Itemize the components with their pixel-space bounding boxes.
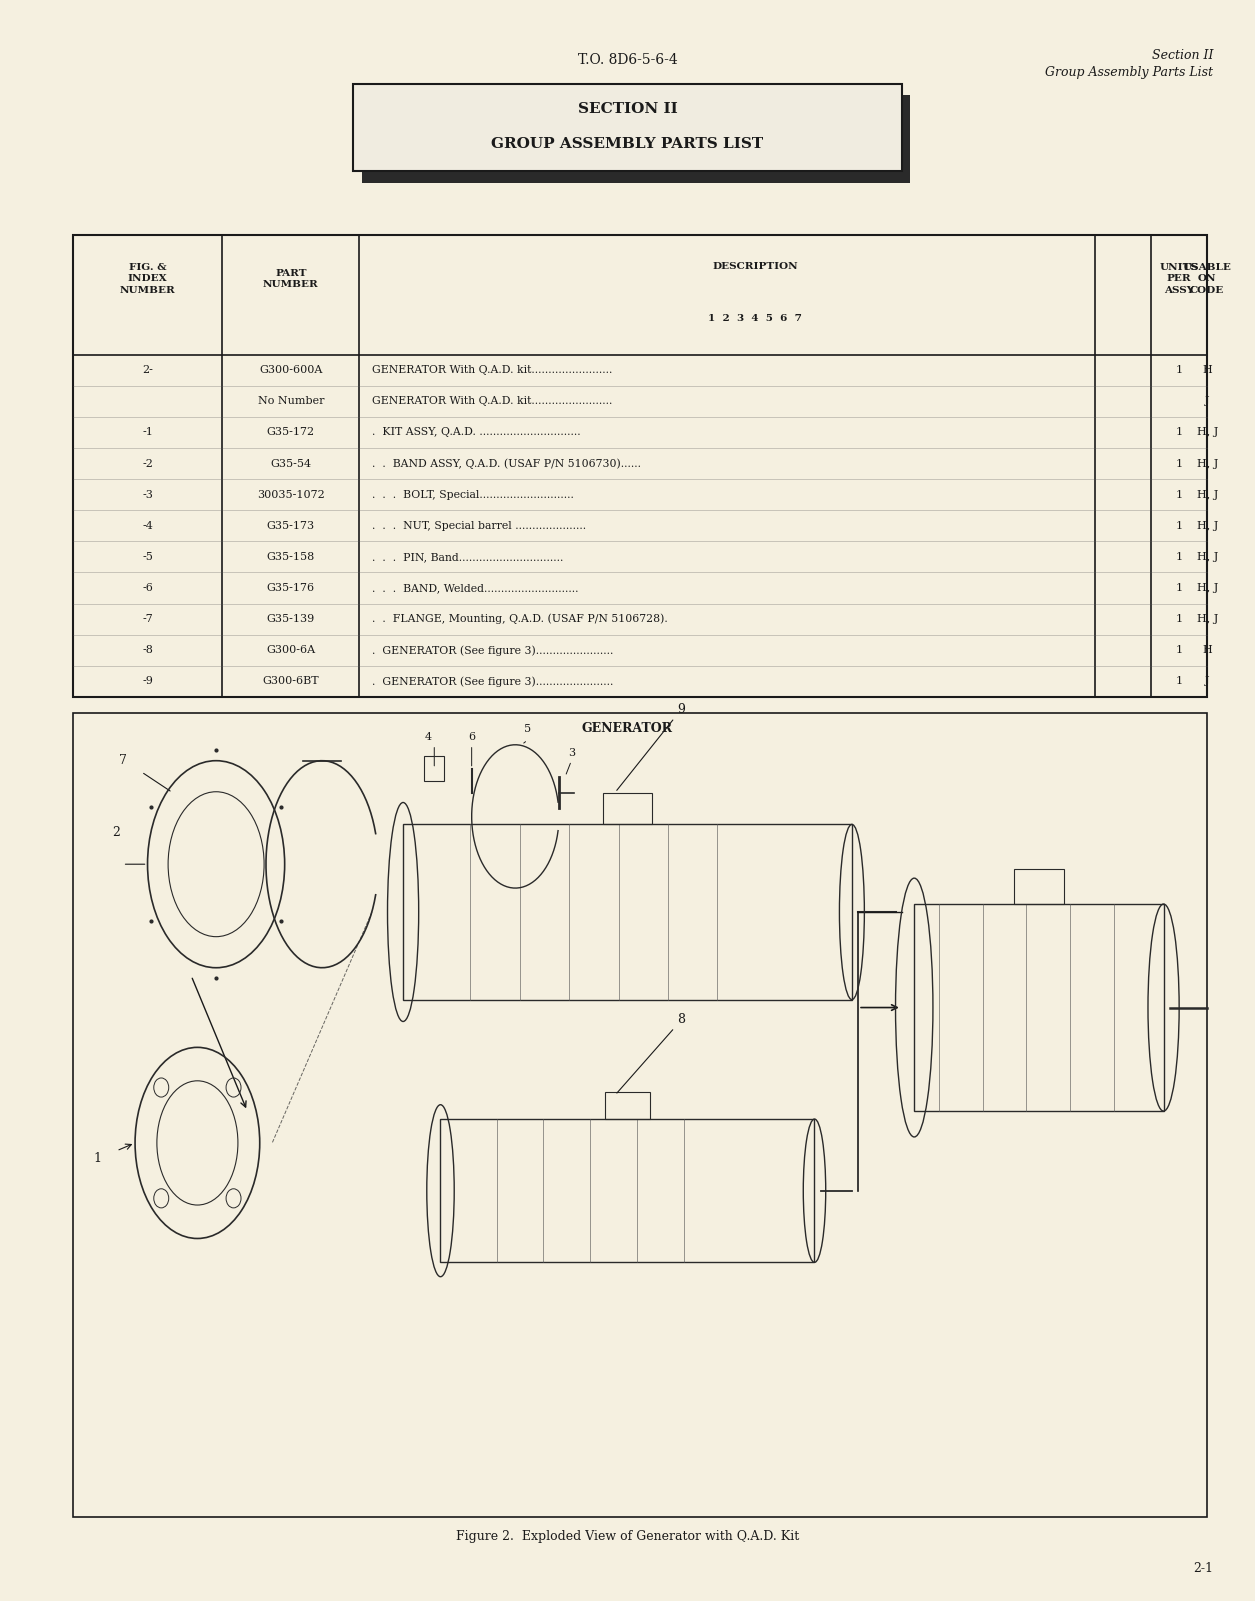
Text: 1: 1 — [1176, 365, 1182, 375]
Text: GROUP ASSEMBLY PARTS LIST: GROUP ASSEMBLY PARTS LIST — [492, 138, 763, 152]
Text: G35-176: G35-176 — [267, 583, 315, 592]
Text: -7: -7 — [142, 615, 153, 624]
Text: DESCRIPTION: DESCRIPTION — [713, 261, 798, 271]
Text: PART
NUMBER: PART NUMBER — [264, 269, 319, 290]
Text: 1: 1 — [1176, 490, 1182, 500]
Text: SECTION II: SECTION II — [577, 102, 678, 117]
Text: 3: 3 — [567, 748, 575, 757]
Bar — [73, 712, 1207, 1518]
Text: 1: 1 — [1176, 676, 1182, 687]
Text: J: J — [1205, 395, 1210, 407]
Text: 1: 1 — [1176, 552, 1182, 562]
Text: 1  2  3  4  5  6  7: 1 2 3 4 5 6 7 — [708, 314, 802, 323]
Text: UNITS
PER
ASSY: UNITS PER ASSY — [1160, 263, 1199, 295]
Text: H, J: H, J — [1196, 520, 1217, 532]
Text: 8: 8 — [617, 1013, 685, 1093]
Text: 5: 5 — [525, 724, 531, 733]
Text: .  .  BAND ASSY, Q.A.D. (USAF P/N 5106730)......: . . BAND ASSY, Q.A.D. (USAF P/N 5106730)… — [371, 458, 641, 469]
Text: H, J: H, J — [1196, 427, 1217, 437]
Bar — [1014, 869, 1064, 905]
Text: -4: -4 — [142, 520, 153, 532]
Bar — [73, 235, 1207, 696]
Bar — [602, 792, 653, 825]
Text: T.O. 8D6-5-6-4: T.O. 8D6-5-6-4 — [577, 53, 678, 67]
Text: GENERATOR: GENERATOR — [582, 722, 673, 735]
Text: H, J: H, J — [1196, 583, 1217, 592]
Text: H: H — [1202, 645, 1212, 655]
Text: 7: 7 — [119, 754, 127, 767]
Text: 6: 6 — [468, 732, 476, 741]
Text: 2-1: 2-1 — [1194, 1561, 1214, 1575]
Text: Figure 2.  Exploded View of Generator with Q.A.D. Kit: Figure 2. Exploded View of Generator wit… — [456, 1531, 799, 1543]
Text: 1: 1 — [1176, 645, 1182, 655]
Bar — [424, 756, 444, 781]
Text: 30035-1072: 30035-1072 — [257, 490, 325, 500]
Text: 1: 1 — [1176, 458, 1182, 469]
Text: J: J — [1205, 676, 1210, 687]
Text: G35-172: G35-172 — [267, 427, 315, 437]
Text: -6: -6 — [142, 583, 153, 592]
Text: H, J: H, J — [1196, 615, 1217, 624]
Text: 9: 9 — [616, 703, 685, 791]
Text: 4: 4 — [424, 732, 432, 741]
Text: -2: -2 — [142, 458, 153, 469]
Text: .  .  .  PIN, Band...............................: . . . PIN, Band.........................… — [371, 552, 563, 562]
Text: G35-139: G35-139 — [267, 615, 315, 624]
Text: .  .  .  NUT, Special barrel .....................: . . . NUT, Special barrel ..............… — [371, 520, 586, 532]
Text: Section II: Section II — [1152, 48, 1214, 61]
Bar — [605, 1092, 650, 1119]
Text: Group Assembly Parts List: Group Assembly Parts List — [1045, 66, 1214, 78]
Text: -9: -9 — [142, 676, 153, 687]
Text: No Number: No Number — [257, 395, 324, 407]
Text: -8: -8 — [142, 645, 153, 655]
Text: G300-6A: G300-6A — [266, 645, 315, 655]
Text: G35-54: G35-54 — [270, 458, 311, 469]
Text: GENERATOR With Q.A.D. kit........................: GENERATOR With Q.A.D. kit...............… — [371, 395, 612, 407]
Text: -3: -3 — [142, 490, 153, 500]
Text: G300-6BT: G300-6BT — [262, 676, 319, 687]
Text: H, J: H, J — [1196, 490, 1217, 500]
Text: GENERATOR With Q.A.D. kit........................: GENERATOR With Q.A.D. kit...............… — [371, 365, 612, 375]
Text: -1: -1 — [142, 427, 153, 437]
Text: H, J: H, J — [1196, 458, 1217, 469]
Text: 1: 1 — [1176, 520, 1182, 532]
Text: H, J: H, J — [1196, 552, 1217, 562]
Text: 1: 1 — [1176, 427, 1182, 437]
FancyBboxPatch shape — [361, 94, 910, 183]
Text: G300-600A: G300-600A — [260, 365, 323, 375]
Text: H: H — [1202, 365, 1212, 375]
Text: .  .  .  BOLT, Special............................: . . . BOLT, Special.....................… — [371, 490, 574, 500]
Text: .  .  FLANGE, Mounting, Q.A.D. (USAF P/N 5106728).: . . FLANGE, Mounting, Q.A.D. (USAF P/N 5… — [371, 613, 668, 624]
Text: .  KIT ASSY, Q.A.D. ..............................: . KIT ASSY, Q.A.D. .....................… — [371, 427, 581, 437]
Text: 1: 1 — [94, 1153, 102, 1166]
Text: FIG. &
INDEX
NUMBER: FIG. & INDEX NUMBER — [119, 263, 176, 295]
Text: .  .  .  BAND, Welded............................: . . . BAND, Welded......................… — [371, 583, 579, 592]
Text: 2: 2 — [113, 826, 120, 839]
Text: 1: 1 — [1176, 615, 1182, 624]
Text: USABLE
ON
CODE: USABLE ON CODE — [1182, 263, 1231, 295]
Text: 1: 1 — [1176, 583, 1182, 592]
Text: -5: -5 — [142, 552, 153, 562]
Text: G35-173: G35-173 — [267, 520, 315, 532]
Text: .  GENERATOR (See figure 3).......................: . GENERATOR (See figure 3)..............… — [371, 676, 614, 687]
Text: G35-158: G35-158 — [267, 552, 315, 562]
FancyBboxPatch shape — [353, 83, 902, 171]
Text: .  GENERATOR (See figure 3).......................: . GENERATOR (See figure 3)..............… — [371, 645, 614, 655]
Text: 2-: 2- — [142, 365, 153, 375]
